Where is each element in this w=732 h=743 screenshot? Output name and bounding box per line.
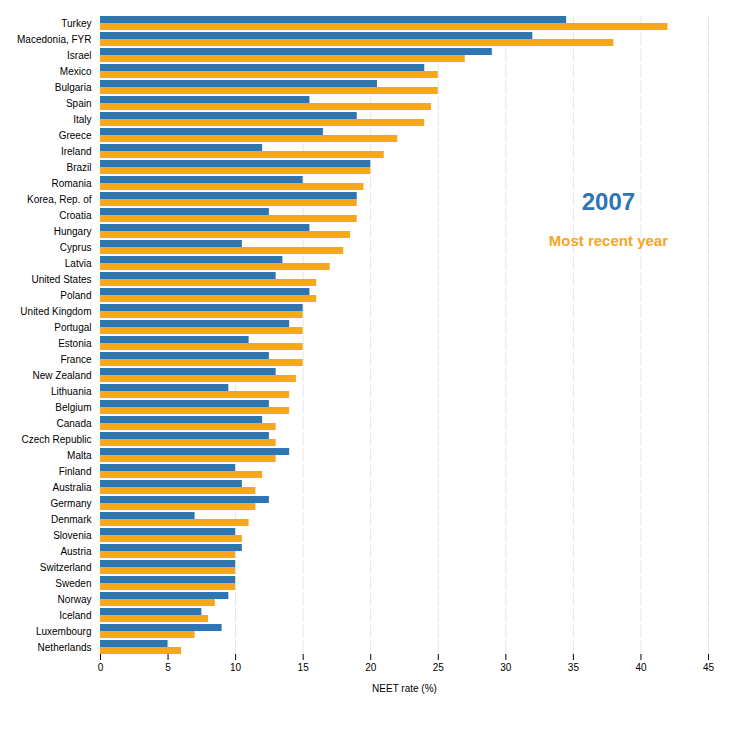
svg-text:Spain: Spain [66, 98, 92, 109]
svg-text:Norway: Norway [58, 594, 92, 605]
svg-text:Slovenia: Slovenia [53, 530, 92, 541]
svg-text:Canada: Canada [56, 418, 91, 429]
svg-text:Belgium: Belgium [55, 402, 91, 413]
svg-text:0: 0 [98, 662, 104, 673]
svg-text:France: France [60, 354, 92, 365]
svg-text:United States: United States [31, 274, 91, 285]
svg-text:Korea, Rep. of: Korea, Rep. of [27, 194, 92, 205]
svg-text:United Kingdom: United Kingdom [20, 306, 91, 317]
svg-text:Romania: Romania [51, 178, 91, 189]
svg-text:Latvia: Latvia [65, 258, 92, 269]
svg-text:Turkey: Turkey [61, 18, 91, 29]
svg-text:Portugal: Portugal [54, 322, 91, 333]
svg-text:Lithuania: Lithuania [51, 386, 92, 397]
svg-text:45: 45 [703, 662, 715, 673]
svg-text:Ireland: Ireland [61, 146, 92, 157]
svg-text:Germany: Germany [50, 498, 91, 509]
svg-text:40: 40 [635, 662, 647, 673]
svg-text:Sweden: Sweden [55, 578, 91, 589]
svg-text:Iceland: Iceland [59, 610, 91, 621]
svg-text:Estonia: Estonia [58, 338, 92, 349]
svg-text:Hungary: Hungary [54, 226, 92, 237]
svg-text:Netherlands: Netherlands [38, 642, 92, 653]
svg-text:Denmark: Denmark [51, 514, 93, 525]
svg-text:10: 10 [230, 662, 242, 673]
svg-text:Italy: Italy [73, 114, 91, 125]
svg-text:20: 20 [365, 662, 377, 673]
svg-text:Greece: Greece [59, 130, 92, 141]
svg-text:Luxembourg: Luxembourg [36, 626, 92, 637]
svg-text:Finland: Finland [59, 466, 92, 477]
html-text:Most recent year: Most recent year [548, 231, 668, 249]
svg-text:Czech Republic: Czech Republic [21, 434, 91, 445]
svg-text:New Zealand: New Zealand [33, 370, 92, 381]
svg-text:30: 30 [500, 662, 512, 673]
svg-text:Bulgaria: Bulgaria [55, 82, 92, 93]
svg-text:5: 5 [165, 662, 171, 673]
svg-text:Poland: Poland [60, 290, 91, 301]
svg-text:Mexico: Mexico [60, 66, 92, 77]
svg-text:Switzerland: Switzerland [40, 562, 92, 573]
svg-text:Macedonia, FYR: Macedonia, FYR [17, 34, 91, 45]
svg-text:NEET rate (%): NEET rate (%) [372, 683, 437, 694]
svg-text:Australia: Australia [53, 482, 92, 493]
svg-text:Austria: Austria [60, 546, 92, 557]
svg-text:Brazil: Brazil [66, 162, 91, 173]
html-text:2007: 2007 [581, 187, 636, 215]
svg-text:Israel: Israel [67, 50, 91, 61]
svg-text:Malta: Malta [67, 450, 92, 461]
svg-text:25: 25 [433, 662, 445, 673]
svg-text:15: 15 [298, 662, 310, 673]
svg-text:35: 35 [568, 662, 580, 673]
svg-text:Cyprus: Cyprus [60, 242, 92, 253]
svg-text:Croatia: Croatia [59, 210, 92, 221]
